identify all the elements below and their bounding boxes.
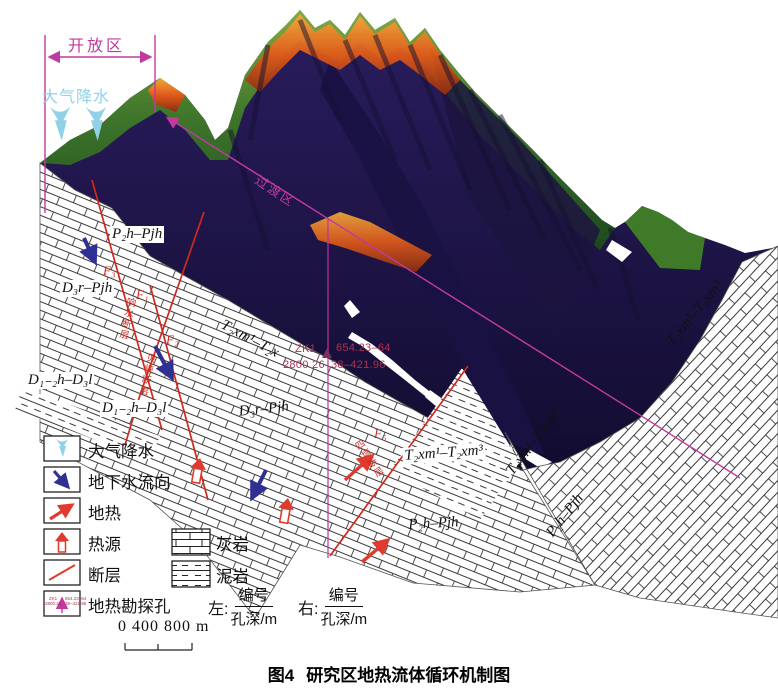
groundwater-arrows [79,237,269,502]
borehole-right-bottom: 38–421.96 [331,359,386,371]
legend-borehole-rb: 38–421.96 [65,601,87,607]
fault-f1-line [124,211,205,446]
terrain-left-peak-orange [148,78,185,112]
precipitation-label: 大气降水 [42,89,111,106]
groundwater-flow-arrow-icon [52,469,71,490]
frac-right-numerator: 编号 [324,584,363,607]
open-zone-label: 开放区 [68,38,126,55]
legend-symbols [43,435,211,617]
scale-bar-labels: 0 400 800 m [118,618,210,635]
precipitation-arrows [49,106,107,141]
heat-source-arrow-icon [55,532,69,553]
fault-label-f1: F₁ [136,287,149,302]
strata-label-p2h-pjh-left: P₂h–Pjh [110,226,165,244]
precipitation-arrow-icon [56,439,68,457]
figure-caption-prefix: 图4 [267,666,295,685]
legend-label-borehole: 地热勘探孔 [88,598,171,616]
borehole-depth: 2800.26 [283,359,325,371]
terrain-shade-streaks [227,19,641,321]
fault-f3-line [91,179,163,431]
terrain-right-shadow [430,50,600,330]
legend-borehole-id: ZK1 [48,596,58,601]
strata-label-d3r-pjh-left: D₃r–Pjh [60,280,115,298]
strata-label-d12h-d3l-upper: D₁₋₂h–D₃l [26,372,95,390]
borehole-id: ZK1 [295,343,317,355]
heat-source-arrow-1 [190,458,206,485]
fault-label-f5: F₅ [374,426,387,441]
mudstone-band-left [15,388,160,460]
fault-line-icon [48,564,76,581]
fault-label-f2: F₂ [166,332,179,347]
legend-borehole-right-example: 654.23–64 38–421.96 [65,596,86,606]
borehole-format-left: 左: 编号 孔深/m [208,584,277,629]
frac-right-denominator: 孔深/m [320,611,368,628]
legend-label-limestone: 灰岩 [216,536,249,554]
geothermal-arrow-icon [49,503,75,521]
legend-label-precipitation: 大气降水 [88,443,154,461]
legend-label-mudstone: 泥岩 [216,568,249,586]
heat-source-arrow-2 [278,498,294,525]
geothermal-arrows [343,453,391,564]
legend-label-fault: 断层 [88,567,121,585]
zone-annotation-lines [44,35,741,558]
frac-left: 编号 孔深/m [230,584,277,629]
frac-left-prefix: 左: [208,600,229,618]
legend-label-groundwater: 地下水流向 [88,474,171,492]
frac-left-numerator: 编号 [234,584,273,607]
borehole-marker [322,348,332,358]
figure-caption-title: 研究区地热流体循环机制图 [306,666,511,685]
legend-label-geothermal: 地热 [88,505,121,523]
figure-caption: 图4 研究区地热流体循环机制图 [0,661,778,686]
frac-right: 编号 孔深/m [320,584,367,629]
mudstone-swatch [171,560,211,588]
scale-bar [124,643,193,651]
terrain-3d-model [40,10,778,470]
right-face-limestone [504,245,778,619]
frac-left-denominator: 孔深/m [230,611,278,628]
frac-right-prefix: 右: [298,600,319,618]
terrain-right-range-green [625,206,705,270]
legend-label-heat-source: 热源 [88,536,121,554]
fault-lines [91,179,469,557]
legend-borehole-depth: 2800.26 [45,601,62,607]
terrain-valley-shadow [320,60,545,455]
legend-borehole-rt: 654.23–64 [65,596,87,601]
borehole-right-top: 654.23–64 [336,342,391,354]
transition-zone-arrow [165,116,741,479]
legend-borehole-left-example: ZK1 2800.26 [45,596,61,606]
fault-f5-line [329,365,469,557]
limestone-swatch [171,528,211,556]
strata-label-p2h-pjh-center: P₂h–Pjh [407,514,459,533]
strata-label-d12h-d3l-lower: D₁₋₂h–D₃l [100,400,169,418]
borehole-format-right: 右: 编号 孔深/m [298,584,367,629]
fault-label-f3: F₃ [103,263,116,278]
